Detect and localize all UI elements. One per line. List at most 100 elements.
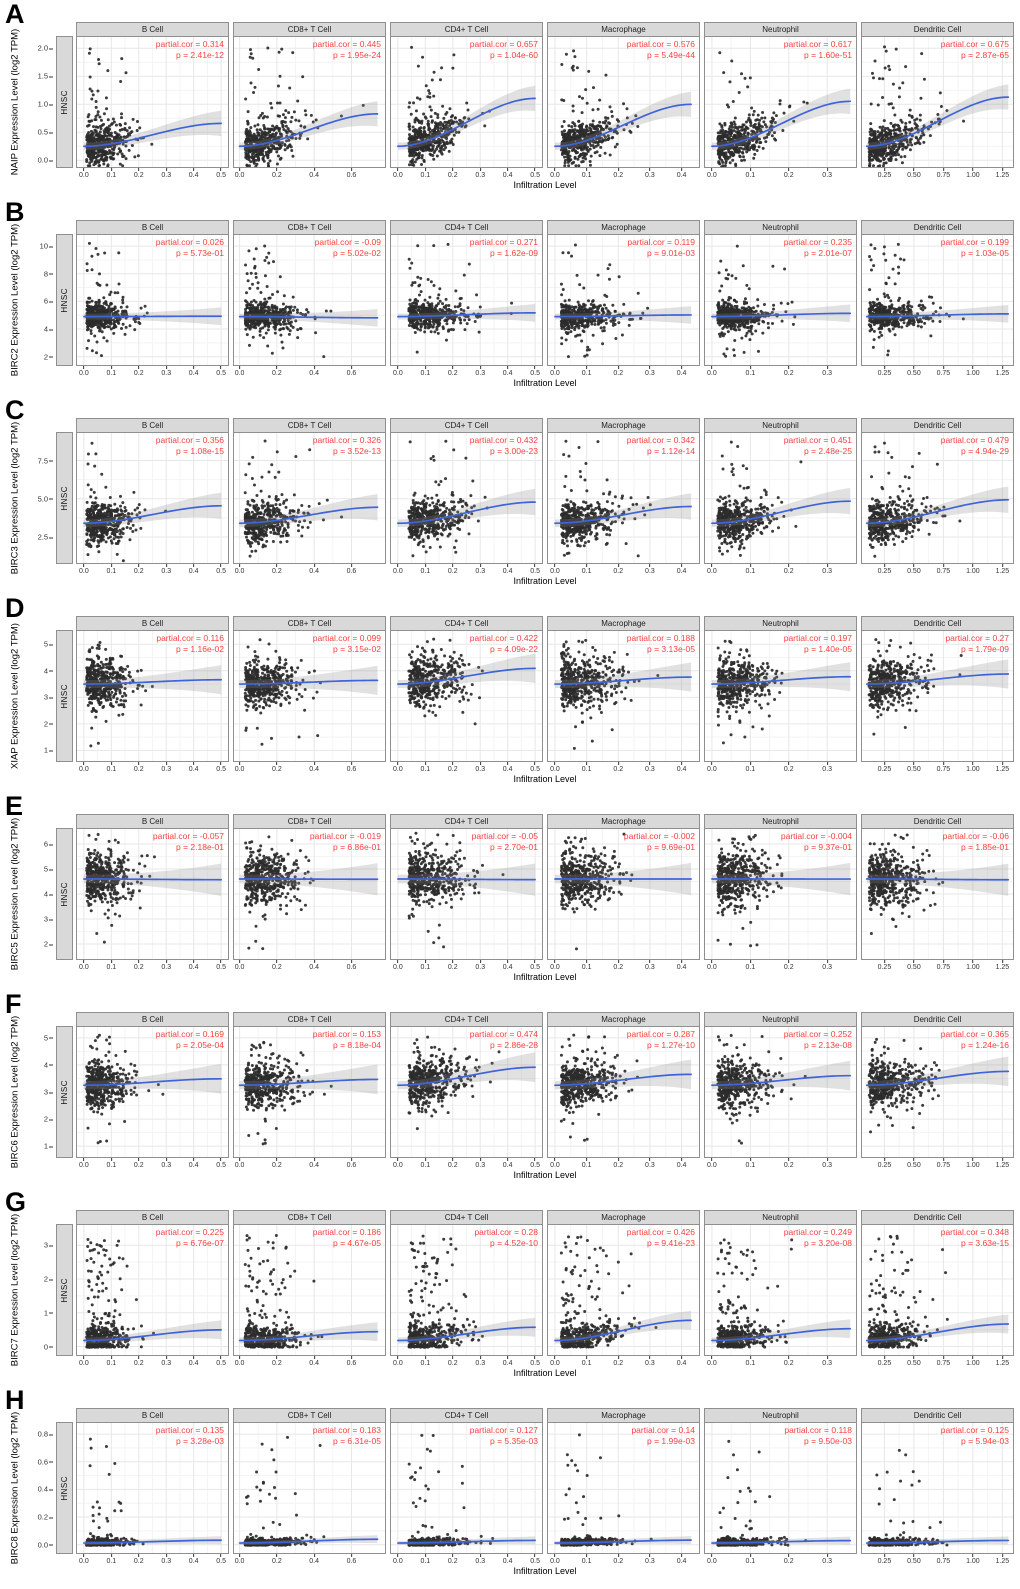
x-tick-label: 0.1 bbox=[582, 762, 591, 773]
plot-area: partial.cor = 0.445 p = 1.95e-24 bbox=[233, 36, 386, 168]
panel-header: Neutrophil bbox=[704, 220, 857, 234]
y-tick-label: 0.5 bbox=[37, 127, 54, 137]
x-tick-label: 0.4 bbox=[309, 366, 319, 377]
x-tick-label: 0.2 bbox=[272, 168, 282, 179]
partial-cor-value: partial.cor = 0.14 bbox=[631, 1425, 695, 1435]
scatter-panel: Macrophage partial.cor = 0.342 p = 1.12e… bbox=[547, 418, 700, 576]
correlation-annotation: partial.cor = 0.252 p = 2.13e-08 bbox=[784, 1029, 852, 1051]
p-value: p = 1.24e-16 bbox=[961, 1040, 1009, 1051]
x-tick-label: 0.4 bbox=[189, 366, 199, 377]
p-value: p = 1.40e-05 bbox=[804, 644, 852, 655]
x-tick-label: 0.4 bbox=[677, 1356, 686, 1367]
x-axis-ticks: 0.0 0.1 0.2 0.3 bbox=[704, 564, 857, 576]
cell-type-label: CD8+ T Cell bbox=[287, 817, 332, 826]
x-axis-ticks: 0.0 0.2 0.4 0.6 bbox=[233, 1356, 386, 1368]
x-tick-label: 0.4 bbox=[309, 1356, 319, 1367]
x-axis-ticks: 0.0 0.1 0.2 0.3 bbox=[704, 366, 857, 378]
scatter-canvas bbox=[234, 829, 385, 959]
y-tick-label: 3 bbox=[43, 692, 54, 702]
x-tick-label: 0.0 bbox=[235, 1356, 244, 1367]
x-tick-label: 0.75 bbox=[937, 366, 950, 377]
partial-cor-value: partial.cor = 0.118 bbox=[784, 1425, 852, 1435]
panels-container: B Cell partial.cor = 0.135 p = 3.28e-03 … bbox=[76, 1408, 1014, 1566]
x-tick-label: 0.3 bbox=[161, 366, 171, 377]
cell-type-label: Neutrophil bbox=[762, 1213, 799, 1222]
y-tick-label: 0.0 bbox=[37, 1540, 54, 1550]
partial-cor-value: partial.cor = 0.576 bbox=[626, 39, 695, 49]
x-tick-label: 0.2 bbox=[613, 1158, 623, 1169]
x-tick-label: 0.6 bbox=[347, 1158, 356, 1169]
correlation-annotation: partial.cor = 0.576 p = 5.49e-44 bbox=[627, 39, 695, 61]
p-value: p = 1.08e-15 bbox=[176, 446, 224, 457]
x-tick-label: 0.50 bbox=[907, 1356, 921, 1367]
x-tick-label: 0.2 bbox=[134, 1158, 144, 1169]
x-tick-label: 0.1 bbox=[106, 1158, 116, 1169]
scatter-canvas bbox=[234, 631, 385, 761]
scatter-panel: Neutrophil partial.cor = 0.197 p = 1.40e… bbox=[704, 616, 857, 774]
x-tick-label: 0.3 bbox=[645, 1356, 655, 1367]
panels-container: B Cell partial.cor = 0.314 p = 2.41e-12 … bbox=[76, 22, 1014, 180]
x-tick-label: 0.3 bbox=[822, 366, 832, 377]
scatter-panel: CD4+ T Cell partial.cor = 0.422 p = 4.09… bbox=[390, 616, 543, 774]
x-tick-label: 0.2 bbox=[272, 762, 282, 773]
panel-letter: F bbox=[5, 989, 22, 1019]
scatter-canvas bbox=[234, 37, 385, 167]
panel-header: Macrophage bbox=[547, 418, 700, 432]
y-axis-label: XIAP Expression Level (log2 TPM) bbox=[9, 623, 21, 769]
p-value: p = 9.01e-03 bbox=[647, 248, 695, 259]
x-axis-ticks: 0.25 0.50 0.75 1.00 1.25 bbox=[861, 1158, 1014, 1170]
x-tick-label: 0.3 bbox=[475, 564, 485, 575]
scatter-panel: Macrophage partial.cor = 0.119 p = 9.01e… bbox=[547, 220, 700, 378]
x-axis-ticks: 0.25 0.50 0.75 1.00 1.25 bbox=[861, 366, 1014, 378]
plot-area: partial.cor = 0.125 p = 5.94e-03 bbox=[861, 1422, 1014, 1554]
scatter-canvas bbox=[548, 1225, 699, 1355]
plot-area: partial.cor = 0.026 p = 5.73e-01 bbox=[76, 234, 229, 366]
x-tick-label: 0.1 bbox=[582, 168, 591, 179]
x-tick-label: 1.00 bbox=[966, 366, 980, 377]
cell-type-label: Macrophage bbox=[601, 619, 646, 628]
scatter-panel: Neutrophil partial.cor = 0.235 p = 2.01e… bbox=[704, 220, 857, 378]
y-tick-label: 6 bbox=[43, 839, 54, 849]
cohort-strip: HNSC bbox=[56, 1422, 73, 1554]
correlation-annotation: partial.cor = 0.169 p = 2.05e-04 bbox=[156, 1029, 224, 1051]
x-tick-label: 0.0 bbox=[550, 762, 560, 773]
x-tick-label: 0.4 bbox=[189, 1356, 199, 1367]
x-tick-label: 0.0 bbox=[235, 1554, 244, 1565]
scatter-panel: CD8+ T Cell partial.cor = 0.183 p = 6.31… bbox=[233, 1408, 386, 1566]
x-tick-label: 0.3 bbox=[645, 1158, 655, 1169]
x-tick-label: 0.4 bbox=[309, 762, 319, 773]
x-tick-label: 0.3 bbox=[645, 762, 655, 773]
cohort-label: HNSC bbox=[60, 683, 69, 709]
x-tick-label: 0.6 bbox=[347, 168, 356, 179]
cell-type-label: Neutrophil bbox=[762, 1015, 799, 1024]
scatter-panel: Macrophage partial.cor = 0.14 p = 1.99e-… bbox=[547, 1408, 700, 1566]
p-value: p = 1.16e-02 bbox=[176, 644, 224, 655]
x-tick-label: 0.2 bbox=[448, 1554, 458, 1565]
x-axis-ticks: 0.0 0.2 0.4 0.6 bbox=[233, 960, 386, 972]
cohort-label: HNSC bbox=[60, 881, 69, 907]
plot-area: partial.cor = 0.252 p = 2.13e-08 bbox=[704, 1026, 857, 1158]
cohort-strip: HNSC bbox=[56, 234, 73, 366]
partial-cor-value: partial.cor = 0.326 bbox=[312, 435, 381, 445]
p-value: p = 2.41e-12 bbox=[176, 50, 224, 61]
x-axis-ticks: 0.0 0.1 0.2 0.3 bbox=[704, 1356, 857, 1368]
scatter-panel: CD8+ T Cell partial.cor = 0.186 p = 4.67… bbox=[233, 1210, 386, 1368]
x-axis-ticks: 0.0 0.1 0.2 0.3 0.4 0.5 bbox=[390, 960, 543, 972]
scatter-canvas bbox=[705, 235, 856, 365]
p-value: p = 5.02e-02 bbox=[333, 248, 381, 259]
x-tick-label: 0.3 bbox=[645, 960, 655, 971]
panels-container: B Cell partial.cor = -0.057 p = 2.18e-01… bbox=[76, 814, 1014, 972]
x-tick-label: 0.0 bbox=[393, 366, 403, 377]
x-axis-ticks: 0.0 0.1 0.2 0.3 bbox=[704, 168, 857, 180]
p-value: p = 3.28e-03 bbox=[176, 1436, 224, 1447]
partial-cor-value: partial.cor = 0.675 bbox=[940, 39, 1009, 49]
x-tick-label: 0.2 bbox=[134, 564, 144, 575]
scatter-canvas bbox=[391, 631, 542, 761]
scatter-panel: Neutrophil partial.cor = 0.249 p = 3.20e… bbox=[704, 1210, 857, 1368]
x-tick-label: 0.0 bbox=[79, 366, 89, 377]
scatter-panel: B Cell partial.cor = 0.225 p = 6.76e-07 … bbox=[76, 1210, 229, 1368]
x-axis-ticks: 0.0 0.1 0.2 0.3 0.4 0.5 bbox=[76, 1554, 229, 1566]
cohort-label: HNSC bbox=[60, 485, 69, 511]
panel-letter: D bbox=[5, 593, 25, 623]
plot-area: partial.cor = 0.28 p = 4.52e-10 bbox=[390, 1224, 543, 1356]
